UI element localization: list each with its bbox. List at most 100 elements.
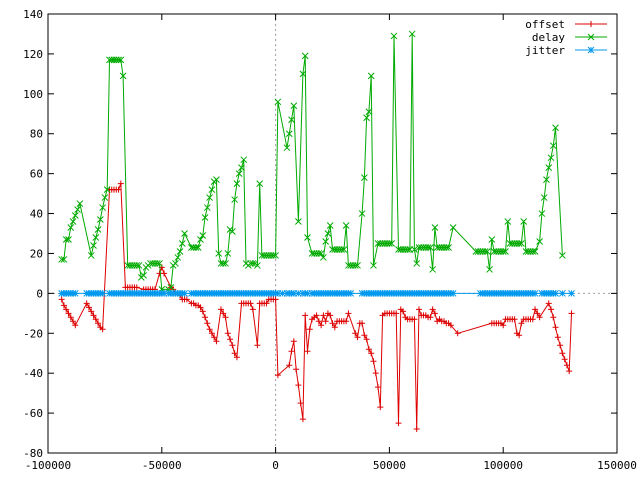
data-point bbox=[447, 322, 454, 329]
x-tick-label: 150000 bbox=[597, 459, 637, 472]
data-point bbox=[370, 262, 377, 269]
data-point bbox=[302, 312, 309, 319]
data-point bbox=[340, 246, 348, 253]
data-point bbox=[202, 314, 209, 321]
data-point bbox=[411, 246, 418, 253]
data-point bbox=[499, 248, 507, 255]
data-point bbox=[197, 236, 204, 243]
data-point bbox=[488, 236, 496, 243]
data-point bbox=[256, 180, 264, 187]
data-point bbox=[67, 224, 75, 231]
data-point bbox=[365, 346, 372, 353]
data-point bbox=[233, 180, 241, 187]
data-point bbox=[368, 350, 375, 357]
data-point bbox=[326, 222, 334, 229]
legend-label-offset: offset bbox=[525, 18, 565, 31]
y-tick-label: -20 bbox=[23, 327, 43, 340]
data-point bbox=[543, 176, 550, 183]
data-point bbox=[304, 290, 311, 297]
data-point bbox=[285, 130, 293, 138]
data-point bbox=[315, 318, 322, 325]
data-point bbox=[587, 33, 595, 41]
data-point bbox=[194, 244, 202, 251]
data-point bbox=[377, 404, 384, 411]
data-point bbox=[71, 212, 79, 219]
data-point bbox=[238, 164, 245, 172]
data-point bbox=[408, 30, 416, 38]
data-point bbox=[331, 324, 338, 331]
data-point bbox=[338, 246, 345, 253]
data-point bbox=[90, 312, 97, 319]
data-point bbox=[375, 384, 382, 391]
data-point bbox=[263, 300, 270, 307]
data-point bbox=[233, 354, 240, 361]
data-point bbox=[167, 284, 175, 291]
data-point bbox=[92, 316, 99, 323]
data-point bbox=[354, 262, 361, 269]
data-point bbox=[322, 238, 330, 245]
data-point bbox=[557, 342, 564, 349]
data-point bbox=[413, 260, 421, 267]
data-point bbox=[299, 70, 307, 78]
data-point bbox=[290, 290, 298, 297]
y-tick-label: 40 bbox=[30, 208, 43, 221]
data-point bbox=[568, 290, 575, 297]
data-point bbox=[520, 218, 528, 225]
legend-label-jitter: jitter bbox=[525, 44, 565, 57]
data-point bbox=[342, 222, 350, 229]
data-point bbox=[99, 326, 106, 333]
axes-layer: -80 -60 -40 -20 0 20 40 60 80 100 120 140 -100000 -50… bbox=[23, 8, 637, 472]
data-point bbox=[288, 348, 295, 355]
data-point bbox=[181, 290, 188, 297]
data-point bbox=[354, 334, 361, 341]
data-point bbox=[306, 326, 313, 333]
data-point bbox=[587, 46, 595, 54]
data-point bbox=[76, 200, 84, 207]
data-point bbox=[386, 240, 393, 247]
data-point bbox=[183, 296, 190, 303]
data-point bbox=[65, 310, 72, 317]
data-point bbox=[70, 318, 77, 325]
data-point bbox=[172, 260, 179, 267]
data-point bbox=[295, 290, 302, 297]
data-point bbox=[532, 306, 539, 313]
data-point bbox=[372, 370, 379, 377]
data-point bbox=[552, 290, 559, 297]
data-point bbox=[345, 310, 352, 317]
data-point bbox=[103, 186, 111, 193]
data-point bbox=[85, 304, 92, 311]
data-point bbox=[313, 312, 320, 319]
data-point bbox=[552, 124, 559, 132]
data-point bbox=[411, 316, 418, 323]
data-point bbox=[178, 240, 186, 247]
data-point bbox=[297, 400, 304, 407]
data-point bbox=[274, 98, 282, 106]
data-point bbox=[211, 334, 218, 341]
data-point bbox=[217, 306, 224, 313]
data-point bbox=[133, 262, 141, 269]
data-point bbox=[272, 252, 279, 259]
data-point bbox=[424, 244, 432, 251]
data-point bbox=[568, 310, 575, 317]
data-point bbox=[58, 296, 65, 303]
data-point bbox=[347, 290, 355, 297]
data-point bbox=[286, 362, 293, 369]
data-point bbox=[201, 214, 209, 221]
data-point bbox=[554, 334, 561, 341]
data-point bbox=[545, 164, 553, 172]
data-point bbox=[518, 320, 525, 327]
data-point bbox=[566, 368, 573, 375]
data-point bbox=[206, 326, 213, 333]
data-point bbox=[327, 312, 334, 319]
data-point bbox=[370, 358, 377, 365]
x-tick-label: 0 bbox=[272, 459, 279, 472]
data-point bbox=[504, 218, 512, 225]
data-point bbox=[363, 114, 370, 122]
data-point bbox=[367, 72, 375, 80]
data-point bbox=[203, 204, 211, 211]
data-point bbox=[224, 250, 232, 257]
data-point bbox=[283, 144, 291, 152]
data-point bbox=[563, 362, 570, 369]
series-delay bbox=[58, 30, 566, 293]
